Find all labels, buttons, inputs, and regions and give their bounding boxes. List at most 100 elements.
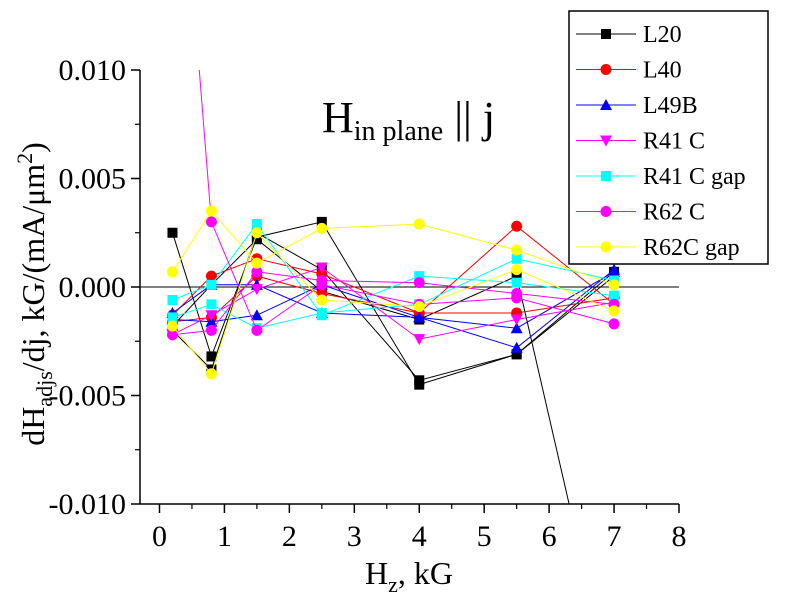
data-point: [251, 219, 262, 230]
data-point: [205, 310, 218, 322]
data-point: [511, 288, 523, 300]
data-point: [413, 218, 425, 230]
legend-marker: [600, 99, 612, 110]
y-tick-label: 0.005: [59, 163, 127, 196]
y-axis-title-subscript: adjs: [32, 371, 57, 406]
x-tick-label: 0: [152, 520, 167, 553]
y-axis-title-post: ): [15, 142, 51, 153]
data-point: [251, 324, 263, 336]
legend-label: R41 C: [643, 129, 705, 155]
data-point: [414, 375, 425, 386]
title-subscript: in plane: [354, 116, 443, 147]
legend-label: R62C gap: [643, 235, 740, 261]
legend: L20 L40 L49B R41 C R41 C gap R62 C R62C gap: [568, 10, 769, 265]
data-point: [413, 301, 425, 313]
data-point: [205, 205, 217, 217]
data-point: [206, 279, 217, 290]
data-point: [316, 308, 327, 319]
data-point: [166, 329, 178, 341]
data-point: [250, 284, 263, 296]
data-point: [166, 266, 178, 278]
x-axis-title: Hz, kG: [365, 555, 453, 597]
legend-label: L20: [643, 22, 682, 48]
data-point: [315, 262, 328, 274]
title-text: Hin plane || j: [322, 93, 495, 147]
data-point: [511, 264, 523, 276]
y-axis-title: dHadjs/dj, kG/(mA/μm2): [12, 142, 57, 446]
x-axis-title-rest: , kG: [398, 555, 453, 591]
data-point: [205, 324, 217, 336]
axis-titles: Hz, kG dHadjs/dj, kG/(mA/μm2): [12, 142, 453, 597]
series-11: [166, 266, 620, 341]
data-point: [413, 311, 426, 323]
data-point: [166, 320, 178, 332]
data-point: [205, 216, 217, 228]
legend-item: R41 C: [576, 129, 705, 155]
chart-title: Hin plane || j: [322, 93, 495, 147]
data-point: [609, 290, 620, 301]
x-axis-title-subscript: z: [388, 572, 398, 597]
legend-marker: [600, 135, 612, 147]
legend-item: R62C gap: [576, 235, 740, 261]
legend-label: L40: [643, 58, 682, 84]
data-point: [511, 349, 522, 360]
data-point: [510, 322, 523, 334]
data-point: [414, 271, 425, 282]
legend-label: L49B: [643, 93, 698, 119]
data-point: [511, 244, 523, 256]
legend-marker: [600, 241, 612, 253]
data-point: [511, 253, 522, 264]
data-point: [316, 294, 328, 306]
x-tick-label: 6: [542, 520, 557, 553]
data-point: [205, 315, 218, 327]
legend-marker: [600, 206, 612, 217]
legend-item: L20: [576, 22, 682, 48]
x-tick-label: 2: [282, 520, 297, 553]
data-point: [510, 341, 523, 353]
data-point: [167, 227, 178, 238]
data-point: [206, 299, 217, 310]
legend-marker: [601, 171, 611, 181]
data-point: [511, 220, 523, 232]
data-point: [511, 271, 522, 282]
x-tick-label: 7: [607, 520, 622, 553]
data-point: [608, 305, 620, 317]
x-tick-label: 4: [412, 520, 427, 553]
title-rest: || j: [443, 93, 495, 142]
x-tick-label: 3: [347, 520, 362, 553]
y-tick-label: -0.010: [49, 488, 127, 521]
x-tick-label: 1: [217, 520, 232, 553]
legend-marker: [601, 29, 611, 39]
axes: 0 1 2 3 4 5 6 7 8 0.010 0.005 0.000 -0.005 -0.010: [49, 54, 687, 553]
series-12: [166, 205, 620, 291]
x-tick-label: 5: [477, 520, 492, 553]
y-axis-title-mid: /dj, kG/(mA/μm: [15, 164, 51, 371]
data-point: [167, 295, 178, 306]
series-line: [198, 70, 615, 332]
plot-area: [140, 70, 679, 504]
data-point: [608, 279, 620, 291]
title-main: H: [322, 93, 354, 142]
data-point: [608, 263, 621, 275]
data-point: [205, 368, 217, 380]
data-point: [316, 222, 328, 234]
data-point: [413, 334, 426, 346]
y-axis-title-superscript: 2: [12, 153, 37, 164]
data-point: [251, 227, 263, 239]
data-point: [251, 266, 263, 278]
data-point: [316, 216, 327, 227]
data-point: [413, 277, 425, 289]
data-point: [205, 270, 217, 282]
data-point: [511, 277, 522, 288]
data-point: [251, 257, 263, 269]
data-point: [251, 234, 262, 245]
legend-item: L40: [576, 58, 682, 84]
y-tick-label: -0.005: [49, 380, 127, 413]
series-13: [166, 227, 620, 380]
data-point: [167, 312, 178, 323]
legend-label: R62 C: [643, 200, 705, 226]
legend-item: R62 C: [576, 200, 705, 226]
legend-marker: [600, 64, 612, 75]
x-axis-title-main: H: [365, 555, 388, 591]
